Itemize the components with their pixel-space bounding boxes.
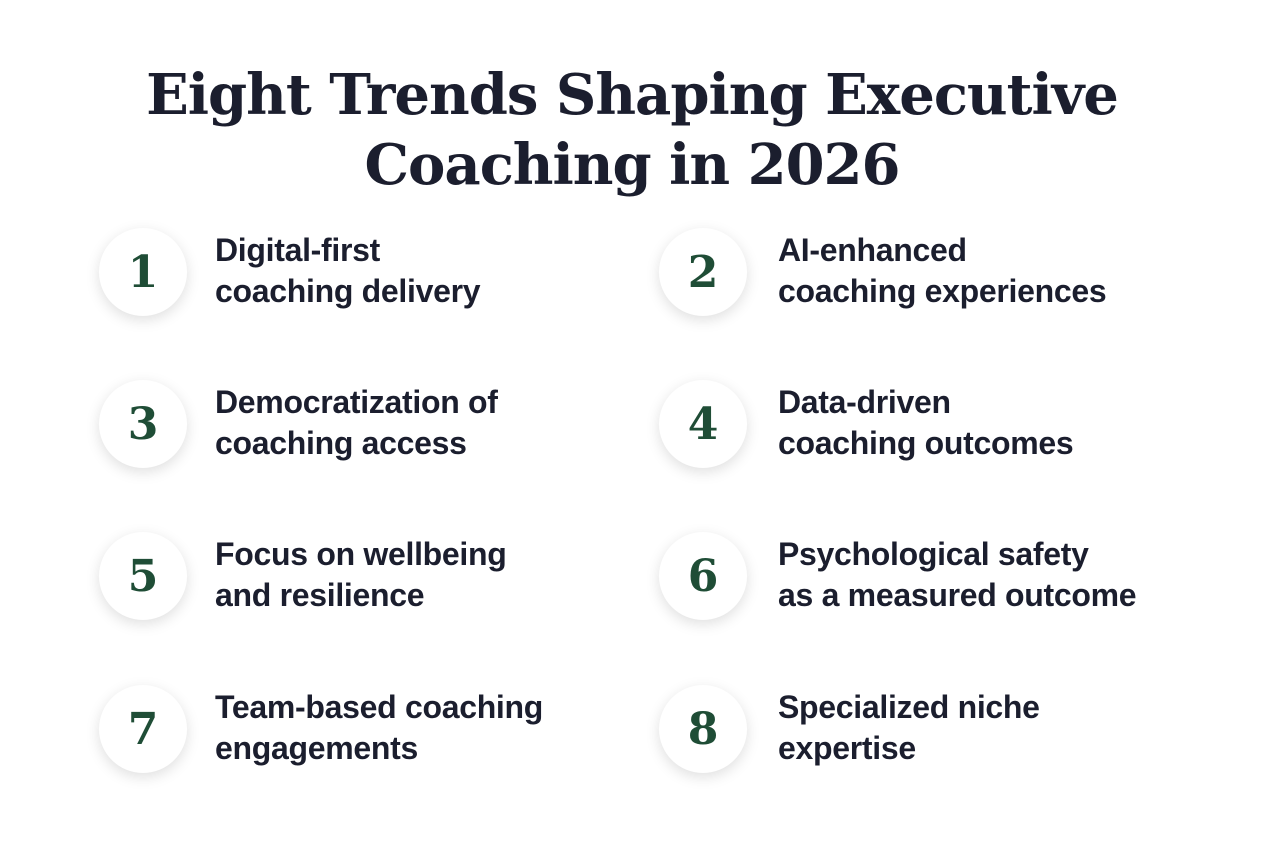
item-label: engagements [215,730,418,766]
item-label: Psychological safety [778,536,1089,572]
item-label: Focus on wellbeing [215,536,507,572]
number-badge: 4 [659,380,747,468]
number-badge: 7 [99,685,187,773]
number-badge: 6 [659,532,747,620]
number-badge: 1 [99,228,187,316]
title-line: Eight Trends Shaping Executive [146,62,1119,128]
title-line: Coaching in 2026 [364,132,900,198]
item-label: Team-based coaching [215,689,544,725]
item-label: expertise [778,730,916,766]
item-label: as a measured outcome [778,577,1137,613]
item-label: coaching outcomes [778,425,1074,461]
item-label: Data-driven [778,384,951,420]
item-label: Specialized niche [778,689,1040,725]
item-label: coaching access [215,425,467,461]
number-badge: 8 [659,685,747,773]
item-label: AI-enhanced [778,232,967,268]
item-label: Digital-first [215,232,380,268]
item-label: Democratization of [215,384,498,420]
item-label: coaching delivery [215,273,481,309]
number-badge: 5 [99,532,187,620]
number-badge: 2 [659,228,747,316]
item-label: and resilience [215,577,425,613]
number-badge: 3 [99,380,187,468]
item-label: coaching experiences [778,273,1107,309]
